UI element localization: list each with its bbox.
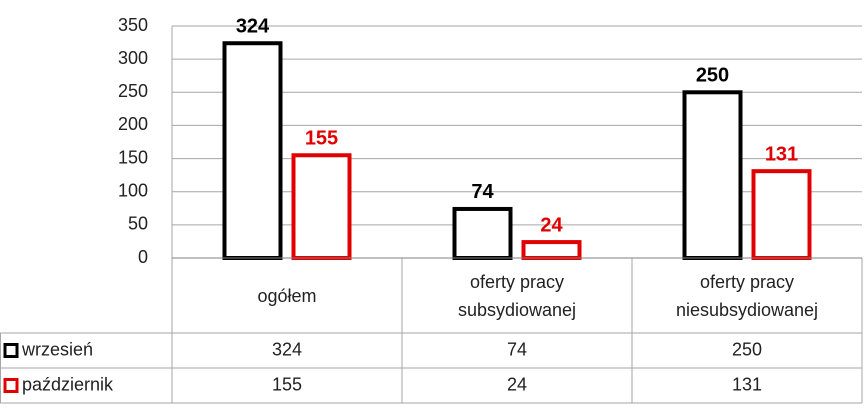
data-label: 250 bbox=[696, 65, 729, 87]
legend-label: wrzesień bbox=[21, 339, 93, 359]
x-tick-label: ogółem bbox=[257, 285, 317, 306]
table-value: 250 bbox=[732, 339, 762, 359]
bar bbox=[452, 206, 513, 261]
table-value: 24 bbox=[507, 374, 527, 394]
table-value: 74 bbox=[507, 339, 527, 359]
bar bbox=[682, 90, 743, 260]
table-value: 155 bbox=[272, 374, 302, 394]
y-tick-label: 150 bbox=[118, 147, 148, 167]
bar bbox=[521, 240, 582, 261]
legend-label: październik bbox=[22, 374, 114, 394]
legend-marker bbox=[3, 343, 19, 358]
data-label: 74 bbox=[471, 181, 494, 203]
data-label: 131 bbox=[765, 143, 798, 165]
y-tick-label: 0 bbox=[138, 247, 148, 267]
x-tick-label: oferty pracy niesubsydiowanej bbox=[675, 271, 819, 320]
bar bbox=[751, 169, 812, 260]
table-value: 324 bbox=[272, 339, 302, 359]
data-label: 155 bbox=[305, 128, 338, 150]
data-label: 324 bbox=[236, 16, 270, 38]
y-tick-label: 250 bbox=[118, 81, 148, 101]
y-tick-label: 300 bbox=[118, 48, 148, 68]
x-tick-label: oferty pracy subsydiowanej bbox=[457, 271, 577, 320]
y-tick-label: 200 bbox=[118, 114, 148, 134]
y-tick-label: 100 bbox=[118, 180, 148, 200]
data-label: 24 bbox=[540, 214, 563, 236]
bar bbox=[291, 153, 352, 260]
table-value: 131 bbox=[732, 374, 762, 394]
legend-marker bbox=[3, 378, 19, 393]
y-tick-label: 50 bbox=[128, 214, 148, 234]
bar bbox=[222, 41, 283, 261]
y-tick-label: 350 bbox=[118, 15, 148, 35]
